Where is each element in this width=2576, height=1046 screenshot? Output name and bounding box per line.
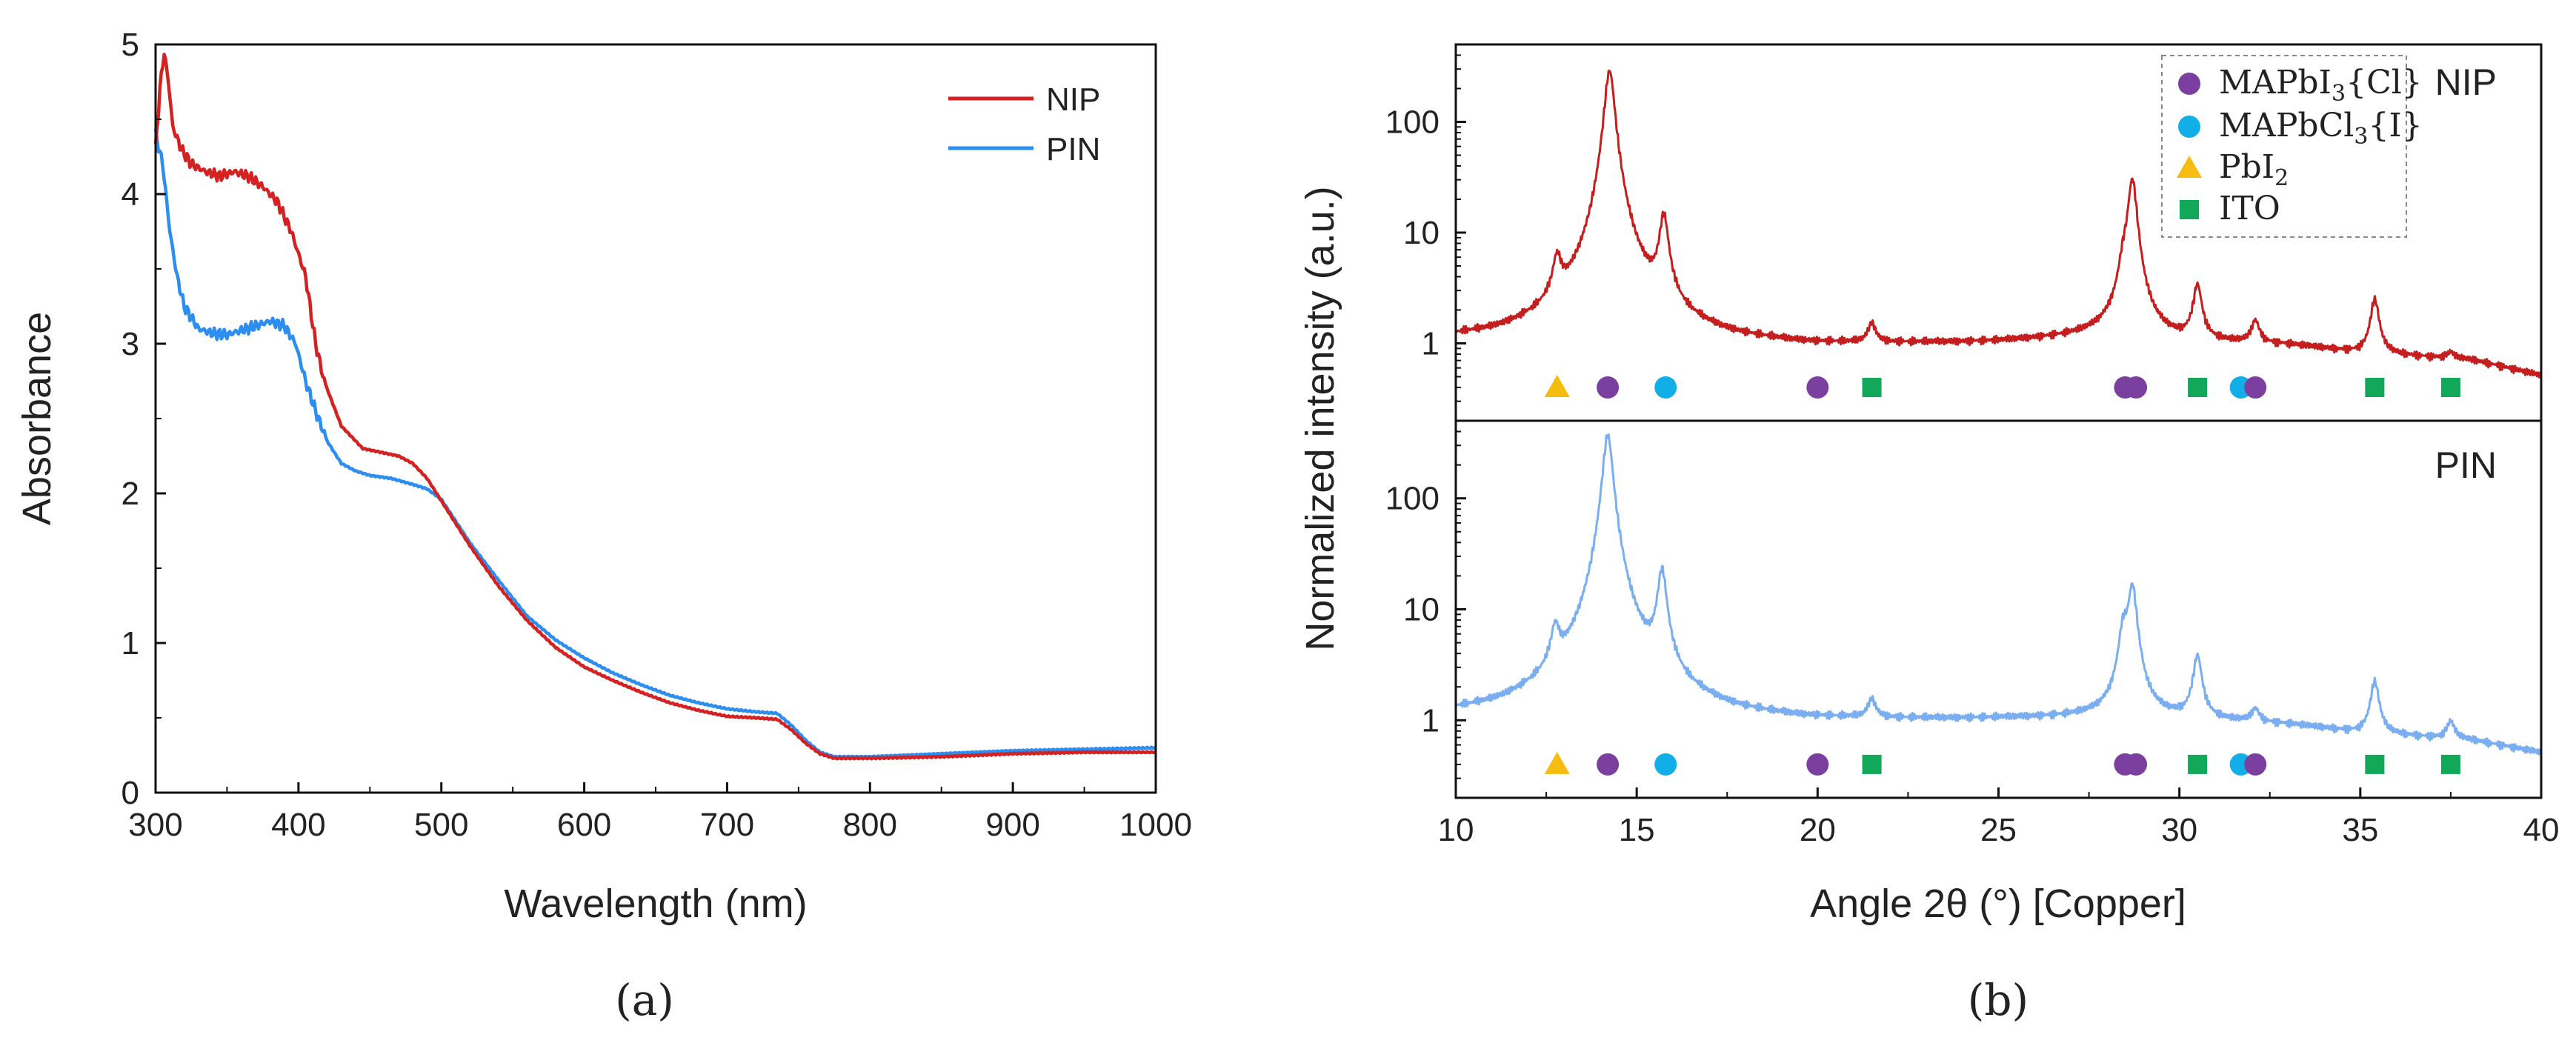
xrd-trace-pin bbox=[1454, 433, 2543, 756]
y-tick-label: 1 bbox=[1422, 702, 1440, 739]
legend-label-ito: ITO bbox=[2219, 190, 2280, 227]
absorbance-plot-frame bbox=[154, 43, 1157, 794]
y-tick-label: 1 bbox=[1422, 326, 1440, 362]
x-tick-label: 40 bbox=[2523, 812, 2560, 848]
reflection-marker bbox=[2125, 753, 2148, 776]
absorbance-series-layer bbox=[153, 53, 1157, 761]
x-tick-label: 20 bbox=[1800, 812, 1836, 848]
series-line-pin bbox=[153, 128, 1157, 759]
reflection-marker bbox=[2188, 377, 2208, 397]
x-tick-label: 10 bbox=[1438, 812, 1474, 848]
reflection-marker bbox=[2188, 754, 2208, 774]
panel-label-a: (a) bbox=[615, 975, 674, 1025]
legend-label-mapbcl3-i: MAPbCl3{I} bbox=[2219, 107, 2423, 150]
x-tick-label: 30 bbox=[2161, 812, 2197, 848]
x-tick-label: 500 bbox=[414, 807, 468, 843]
absorbance-legend: NIP PIN bbox=[948, 81, 1100, 167]
x-tick-label: 35 bbox=[2342, 812, 2378, 848]
reflection-marker bbox=[1597, 376, 1620, 399]
subplot-label-nip: NIP bbox=[2435, 61, 2497, 103]
x-tick-label: 300 bbox=[128, 807, 182, 843]
y-tick-label: 10 bbox=[1403, 215, 1440, 251]
reflection-marker bbox=[2244, 376, 2267, 399]
x-tick-label: 15 bbox=[1619, 812, 1655, 848]
xrd-legend: MAPbI3{Cl} MAPbCl3{I} PbI2 ITO bbox=[2161, 55, 2423, 238]
legend-marker bbox=[2180, 200, 2199, 219]
series-line-nip bbox=[153, 53, 1157, 761]
x-tick-label: 1000 bbox=[1119, 807, 1192, 843]
xrd-reflection-markers bbox=[1544, 374, 2460, 776]
subplot-label-pin: PIN bbox=[2435, 444, 2497, 486]
x-tick-label: 400 bbox=[271, 807, 325, 843]
y-tick-label: 5 bbox=[122, 27, 139, 63]
reflection-marker bbox=[1654, 376, 1677, 399]
reflection-marker bbox=[2125, 376, 2148, 399]
x-tick-label: 25 bbox=[1980, 812, 2017, 848]
y-tick-label: 0 bbox=[122, 775, 139, 811]
reflection-marker bbox=[2365, 754, 2385, 774]
y-tick-label: 10 bbox=[1403, 592, 1440, 628]
xrd-trace-nip bbox=[1454, 69, 2543, 379]
xrd-xlabel: Angle 2θ (°) [Copper] bbox=[1810, 882, 2186, 926]
y-tick-label: 100 bbox=[1385, 104, 1440, 140]
panel-label-b: (b) bbox=[1968, 975, 2028, 1025]
xrd-ylabel: Normalized intensity (a.u.) bbox=[1298, 186, 1342, 650]
reflection-marker bbox=[2440, 754, 2460, 774]
xrd-bottom-frame bbox=[1454, 419, 2543, 799]
x-tick-label: 700 bbox=[700, 807, 754, 843]
reflection-marker bbox=[2440, 377, 2460, 397]
legend-label-mapbi3-cl: MAPbI3{Cl} bbox=[2219, 64, 2423, 107]
reflection-marker bbox=[1597, 753, 1620, 776]
reflection-marker bbox=[1544, 374, 1570, 397]
absorbance-chart: 300 400 500 600 700 800 900 1000 0 1 2 3 4 5 Absorban… bbox=[15, 27, 1192, 1025]
y-tick-label: 100 bbox=[1385, 481, 1440, 517]
reflection-marker bbox=[1862, 377, 1882, 397]
y-tick-label: 2 bbox=[122, 476, 139, 512]
y-tick-label: 4 bbox=[122, 176, 139, 213]
legend-marker bbox=[2177, 156, 2202, 178]
xrd-chart: 1 10 100 1 10 100 10 15 20 25 30 35 40 Normalized in… bbox=[1298, 43, 2560, 1025]
reflection-marker bbox=[1544, 751, 1570, 774]
legend-marker bbox=[2178, 116, 2200, 138]
absorbance-xlabel: Wavelength (nm) bbox=[504, 882, 807, 926]
legend-label-pbi2: PbI2 bbox=[2219, 148, 2289, 191]
reflection-marker bbox=[1806, 753, 1829, 776]
reflection-marker bbox=[1862, 754, 1882, 774]
y-tick-label: 3 bbox=[122, 326, 139, 362]
xrd-legend-box bbox=[2161, 55, 2407, 238]
legend-marker bbox=[2178, 73, 2200, 95]
x-tick-label: 600 bbox=[557, 807, 611, 843]
xrd-legend-markers bbox=[2177, 73, 2202, 219]
x-tick-label: 900 bbox=[985, 807, 1039, 843]
reflection-marker bbox=[1654, 753, 1677, 776]
y-tick-label: 1 bbox=[122, 625, 139, 662]
absorbance-ticks: 300 400 500 600 700 800 900 1000 0 1 2 3 4 5 bbox=[122, 27, 1192, 843]
xrd-ticks: 1 10 100 1 10 100 10 15 20 25 30 35 40 bbox=[1385, 54, 2560, 848]
x-tick-label: 800 bbox=[843, 807, 897, 843]
reflection-marker bbox=[1806, 376, 1829, 399]
legend-label-pin: PIN bbox=[1046, 131, 1100, 167]
absorbance-ylabel: Absorbance bbox=[15, 312, 59, 525]
xrd-series-layer bbox=[1454, 69, 2543, 756]
legend-label-nip: NIP bbox=[1046, 81, 1100, 118]
reflection-marker bbox=[2365, 377, 2385, 397]
reflection-marker bbox=[2244, 753, 2267, 776]
